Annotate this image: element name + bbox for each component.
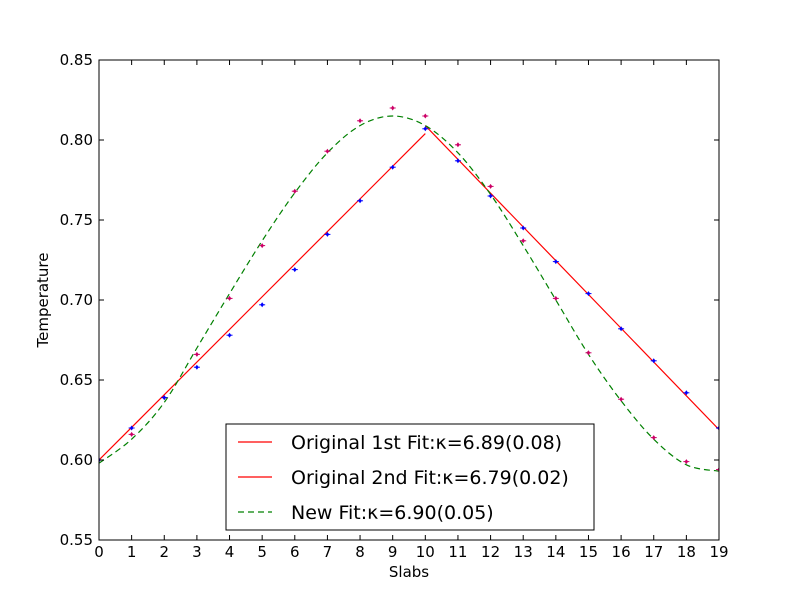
data-point-new [291, 188, 298, 194]
x-tick-label: 2 [159, 543, 169, 561]
data-point-original [226, 332, 233, 338]
y-axis-label: Temperature [34, 252, 52, 348]
x-tick-label: 4 [225, 543, 235, 561]
data-point-original [357, 198, 364, 204]
data-point-new [520, 238, 527, 244]
series-line-3 [99, 115, 719, 472]
x-tick-label: 19 [709, 543, 728, 561]
plot-area [99, 105, 719, 473]
x-tick-label: 6 [290, 543, 300, 561]
x-tick-label: 5 [257, 543, 267, 561]
x-tick-label: 10 [416, 543, 435, 561]
data-point-original [324, 231, 331, 237]
data-point-new [193, 351, 200, 357]
data-point-original [487, 193, 494, 199]
data-point-new [128, 431, 135, 437]
data-point-new [618, 396, 625, 402]
legend-label-3: New Fit:κ=6.90(0.05) [291, 502, 494, 524]
legend: Original 1st Fit:κ=6.89(0.08) Original 2n… [225, 423, 595, 531]
data-point-new [454, 142, 461, 148]
series-layer [99, 115, 719, 472]
data-point-new [552, 295, 559, 301]
data-point-original [650, 358, 657, 364]
y-tick-label: 0.60 [60, 451, 93, 469]
x-axis-label: Slabs [389, 563, 429, 581]
x-tick-label: 18 [677, 543, 696, 561]
x-tick-label: 9 [388, 543, 398, 561]
y-tick-label: 0.70 [60, 291, 93, 309]
x-tick-label: 15 [579, 543, 598, 561]
data-point-new [357, 118, 364, 124]
data-point-original [585, 291, 592, 297]
data-point-new [226, 295, 233, 301]
x-tick-label: 14 [546, 543, 565, 561]
x-tick-label: 11 [448, 543, 467, 561]
x-tick-label: 12 [481, 543, 500, 561]
data-point-new [650, 435, 657, 441]
y-tick-label: 0.85 [60, 51, 93, 69]
x-tick-label: 1 [127, 543, 137, 561]
data-point-new [259, 243, 266, 249]
data-point-original [683, 390, 690, 396]
data-point-new [487, 183, 494, 189]
points-layer [99, 105, 719, 473]
x-tick-label: 17 [644, 543, 663, 561]
y-tick-label: 0.80 [60, 131, 93, 149]
y-tick-label: 0.55 [60, 531, 93, 549]
y-tick-label: 0.75 [60, 211, 93, 229]
data-point-original [128, 425, 135, 431]
legend-box [225, 423, 595, 531]
series-line-2 [424, 125, 719, 431]
data-point-new [585, 350, 592, 356]
data-point-original [520, 225, 527, 231]
data-point-original [422, 126, 429, 132]
data-point-original [552, 259, 559, 265]
legend-label-2: Original 2nd Fit:κ=6.79(0.02) [291, 467, 569, 489]
data-point-original [291, 267, 298, 273]
data-point-new [389, 105, 396, 111]
data-point-new [324, 148, 331, 154]
x-tick-label: 7 [323, 543, 333, 561]
data-point-original [618, 326, 625, 332]
x-tick-label: 0 [94, 543, 104, 561]
data-point-original [193, 364, 200, 370]
data-point-new [683, 459, 690, 465]
x-tick-label: 16 [612, 543, 631, 561]
y-axis: 0.55 0.60 0.65 0.70 0.75 0.80 0.85 [60, 51, 719, 549]
data-point-original [389, 164, 396, 170]
x-axis: 0 1 2 3 4 5 6 7 8 9 10 11 12 13 14 15 16 17 18 19 [94, 60, 729, 561]
x-tick-label: 3 [192, 543, 202, 561]
x-tick-label: 13 [514, 543, 533, 561]
y-tick-label: 0.65 [60, 371, 93, 389]
data-point-original [161, 395, 168, 401]
data-point-new [422, 113, 429, 119]
legend-label-1: Original 1st Fit:κ=6.89(0.08) [291, 432, 562, 454]
x-tick-label: 8 [355, 543, 365, 561]
series-line-1 [99, 133, 426, 461]
data-point-original [259, 302, 266, 308]
data-point-original [454, 158, 461, 164]
